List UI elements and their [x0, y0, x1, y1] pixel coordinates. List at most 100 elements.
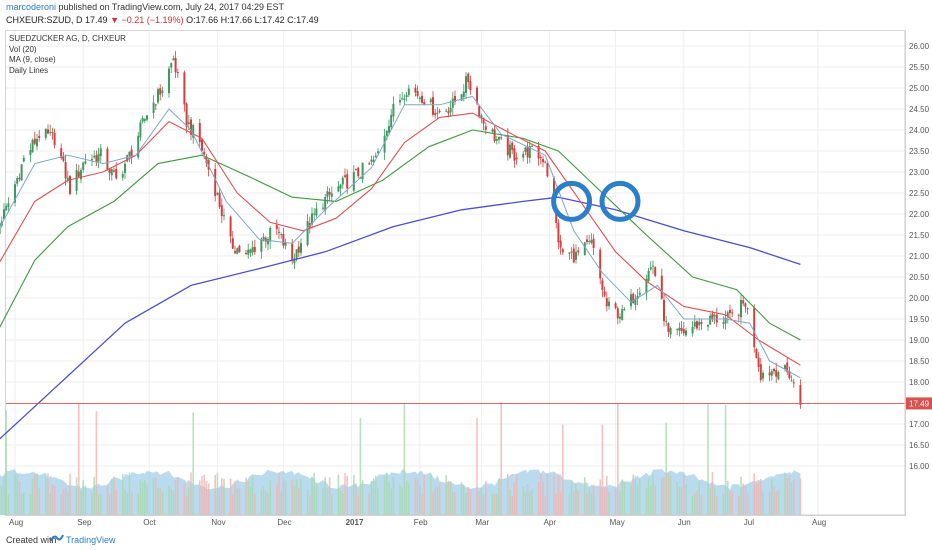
candle-body [403, 98, 406, 100]
candle-body [267, 238, 269, 245]
y-tick-label: 22.50 [909, 189, 930, 198]
candle-body [326, 191, 329, 197]
author-link[interactable]: marcoderoni [6, 2, 57, 12]
candle-body [18, 177, 21, 180]
candle-body [113, 170, 115, 172]
volume-bar [515, 474, 518, 515]
volume-bar [339, 490, 342, 515]
volume-bar [0, 486, 3, 515]
candle-body [168, 68, 170, 94]
volume-bar [386, 472, 388, 515]
candle-body [95, 155, 98, 163]
candle-body [469, 81, 472, 91]
volume-bar [157, 487, 159, 515]
volume-bar [740, 476, 742, 515]
volume-bar [23, 492, 25, 515]
candle-body [97, 153, 100, 162]
candle-body [432, 97, 434, 115]
candle-body [69, 175, 71, 194]
volume-bar [542, 481, 544, 515]
candle-body [401, 98, 404, 100]
ma-long-line [0, 196, 801, 440]
candle-body [115, 168, 118, 179]
candle-body [729, 309, 731, 313]
candle-body [44, 128, 47, 138]
candle-body [709, 315, 712, 325]
candle-body [531, 145, 533, 147]
volume-bar [694, 492, 696, 515]
volume-bar [586, 493, 588, 515]
candle-body [467, 73, 470, 83]
candle-body [275, 225, 278, 230]
volume-bar [667, 472, 670, 515]
volume-bar [562, 424, 564, 515]
volume-bar [113, 476, 115, 515]
candle-body [744, 303, 747, 307]
y-tick-label: 20.00 [909, 294, 930, 303]
ohlc-values: O:17.66 H:17.66 L:17.42 C:17.49 [186, 15, 319, 25]
candle-body [183, 72, 186, 105]
price-change: −0.21 (−1.19%) [121, 15, 184, 25]
legend-vol: Vol (20) [9, 44, 37, 54]
candle-body [223, 215, 225, 217]
volume-bar [482, 495, 485, 515]
volume-bar [722, 493, 725, 515]
volume-bar [78, 402, 80, 515]
volume-bar [192, 412, 194, 515]
volume-bar [361, 480, 364, 515]
candle-body [14, 184, 16, 203]
volume-bar [454, 492, 456, 515]
volume-bar [480, 487, 483, 515]
candle-body [315, 208, 318, 216]
tradingview-brand[interactable]: TradingView [66, 535, 116, 545]
volume-bar [614, 488, 617, 515]
volume-bar [7, 494, 10, 515]
candle-body [438, 110, 441, 113]
candle-body [84, 161, 87, 164]
volume-bar [531, 488, 533, 515]
legend-daily: Daily Lines [9, 65, 49, 75]
last-price: 17.49 [85, 15, 108, 25]
volume-bar [115, 489, 117, 515]
x-tick-label: 2017 [346, 518, 364, 527]
candle-body [0, 223, 1, 235]
candle-body [352, 172, 355, 191]
volume-bar [423, 473, 425, 515]
candle-body [392, 103, 395, 117]
volume-bar [293, 485, 296, 515]
volume-bar [170, 488, 172, 515]
y-tick-label: 25.50 [909, 63, 930, 72]
candle-body [106, 148, 109, 170]
candle-body [509, 144, 511, 158]
candle-body [462, 91, 465, 97]
volume-bar [223, 479, 225, 515]
volume-bar [500, 402, 502, 515]
volume-bar [14, 473, 16, 515]
volume-bar [20, 494, 23, 515]
volume-bar [698, 480, 700, 515]
volume-bar [284, 480, 287, 515]
volume-bar [155, 477, 157, 515]
volume-bar [353, 475, 355, 515]
volume-bar [496, 494, 498, 515]
candle-body [330, 193, 333, 197]
candle-body [236, 248, 239, 254]
volume-bar [93, 476, 95, 515]
volume-bar [546, 473, 549, 515]
candle-body [280, 234, 283, 236]
volume-bar [513, 482, 516, 515]
candle-body [143, 118, 146, 121]
volume-bar [465, 492, 467, 515]
volume-bar [5, 410, 7, 515]
candle-body [753, 307, 756, 348]
volume-bar [69, 473, 71, 515]
x-tick-label: Aug [9, 518, 23, 527]
candle-body [449, 107, 452, 113]
volume-bar [216, 472, 219, 515]
volume-bar [375, 475, 377, 515]
volume-bar [707, 404, 709, 515]
volume-bar [799, 478, 802, 515]
volume-bar [568, 494, 571, 515]
chart-frame [5, 30, 906, 516]
